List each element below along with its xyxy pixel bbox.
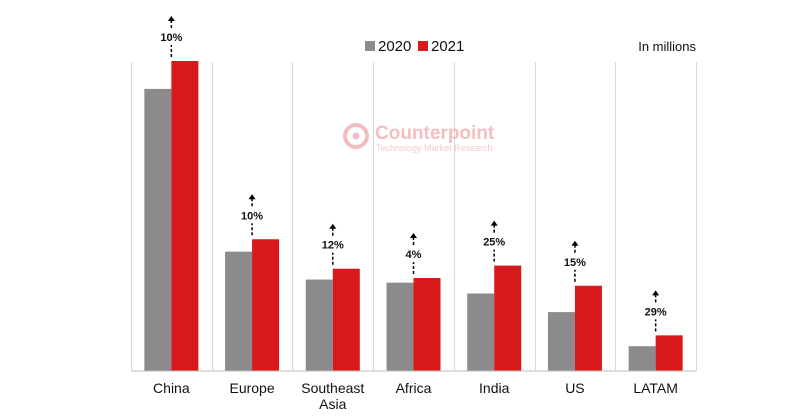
- growth-label: 15%: [564, 257, 586, 269]
- x-tick-label: LATAM: [633, 380, 678, 396]
- x-tick-label: US: [565, 380, 584, 396]
- growth-arrow-up-icon: [490, 220, 498, 226]
- growth-label: 10%: [241, 210, 263, 222]
- x-tick-label: Southeast: [301, 380, 364, 396]
- bar-2020-africa: [386, 282, 414, 371]
- growth-annotations: 10% 10% 12% 4% 25% 15% 29%: [160, 16, 667, 332]
- bar-2021-china: [171, 61, 199, 371]
- counterpoint-logo-icon: [343, 123, 369, 149]
- bar-2020-india: [467, 293, 495, 371]
- watermark-brand: Counterpoint: [375, 123, 495, 144]
- growth-arrow-up-icon: [167, 16, 175, 21]
- growth-label: 10%: [160, 32, 182, 44]
- counterpoint-watermark: Counterpoint Technology Market Research: [343, 123, 495, 153]
- grid-lines: [131, 62, 697, 371]
- bar-2021-india: [494, 265, 522, 371]
- growth-label: 12%: [322, 240, 344, 252]
- counterpoint-logo-dot: [352, 132, 360, 140]
- unit-label: In millions: [638, 39, 696, 54]
- bar-2020-southeast-asia: [305, 279, 333, 371]
- growth-arrow-up-icon: [652, 290, 660, 296]
- bar-2021-us: [574, 285, 602, 371]
- x-tick-label: Africa: [396, 380, 432, 396]
- bars: [144, 61, 683, 372]
- legend-label-2021: 2021: [431, 38, 464, 55]
- x-tick-label: Europe: [229, 380, 274, 396]
- bar-2020-europe: [225, 251, 253, 371]
- growth-arrow-up-icon: [329, 223, 337, 229]
- x-tick-label: Asia: [319, 396, 346, 412]
- bar-2021-southeast-asia: [332, 268, 360, 371]
- growth-label: 25%: [483, 237, 505, 249]
- bar-2021-europe: [252, 239, 280, 371]
- legend: 2020 2021: [365, 38, 464, 55]
- bar-2020-us: [547, 312, 575, 371]
- legend-label-2020: 2020: [378, 38, 411, 55]
- watermark-tagline: Technology Market Research: [376, 143, 493, 153]
- x-tick-label: India: [479, 380, 510, 396]
- growth-label: 4%: [406, 249, 422, 261]
- x-tick-label: China: [153, 380, 190, 396]
- bar-2020-china: [144, 88, 172, 372]
- growth-arrow-up-icon: [410, 233, 417, 238]
- bar-2020-latam: [628, 346, 656, 371]
- growth-arrow-up-icon: [571, 240, 579, 246]
- legend-swatch-2021: [418, 41, 428, 51]
- growth-label: 29%: [645, 306, 667, 318]
- legend-swatch-2020: [365, 41, 375, 51]
- bar-2021-africa: [413, 278, 441, 371]
- growth-arrow-up-icon: [248, 194, 256, 200]
- bar-2021-latam: [655, 335, 683, 371]
